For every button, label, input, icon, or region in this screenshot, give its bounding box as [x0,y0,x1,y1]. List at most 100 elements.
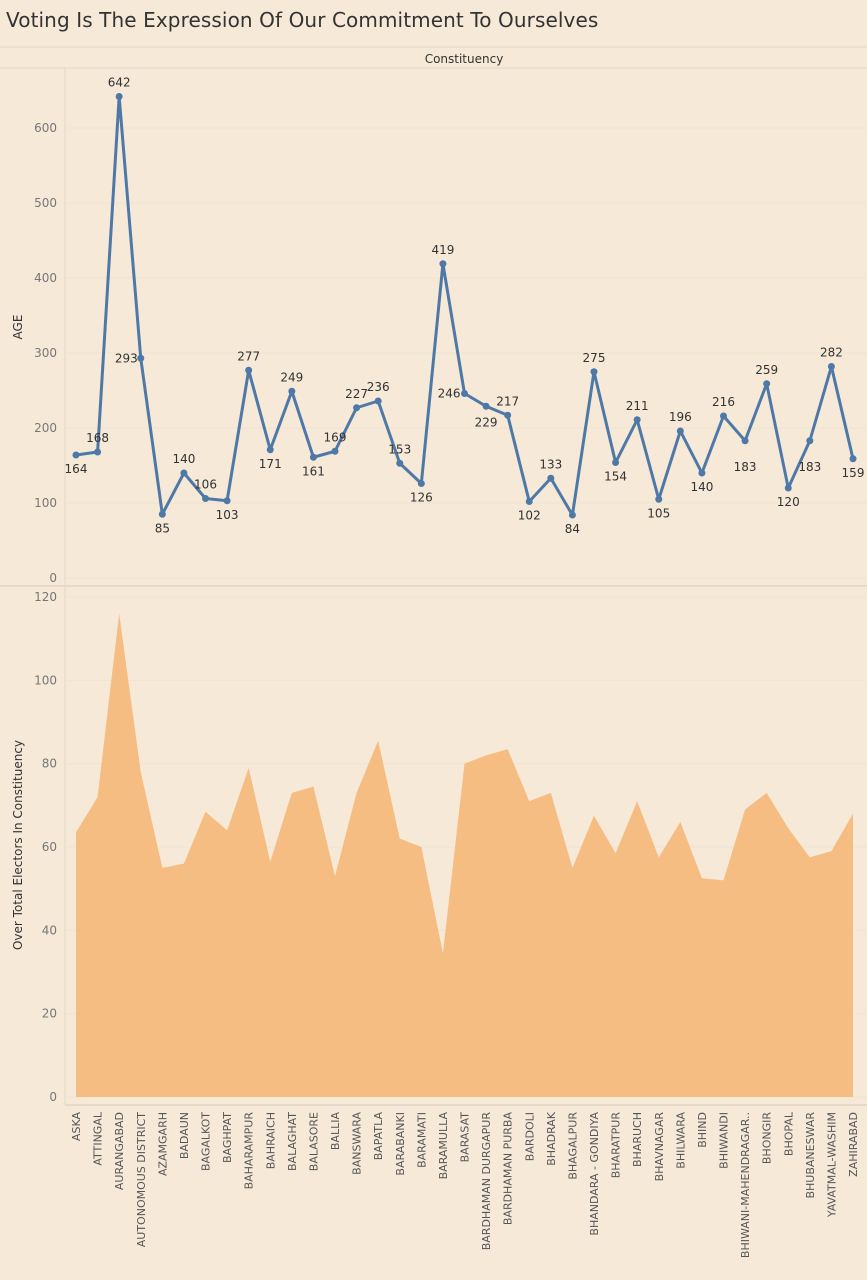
data-label-age: 140 [172,452,195,466]
line-point[interactable] [158,510,166,518]
data-label-age: 161 [302,464,325,478]
line-point[interactable] [417,480,425,487]
x-tick-label-constituency: BALAGHAT [286,1112,299,1171]
x-tick-label-constituency: BHAGALPUR [566,1112,579,1180]
line-point[interactable] [94,448,102,456]
line-point[interactable] [547,474,555,482]
area-series [76,613,853,1097]
chart-title: Voting Is The Expression Of Our Commitme… [6,8,599,32]
data-label-age: 171 [259,457,282,471]
x-tick-label-constituency: ASKA [70,1112,83,1142]
line-point[interactable] [288,387,296,395]
line-point[interactable] [741,437,749,445]
line-point[interactable] [655,495,663,503]
data-labels: 164 168 642 293 85 140 106 103 277 171 249 161 169 22… [65,76,865,537]
data-label-age: 183 [798,460,821,474]
x-tick-label-constituency: AUTONOMOUS DISTRICT [135,1112,148,1248]
y-tick-label-electors: 60 [42,840,57,854]
data-label-age: 216 [712,395,735,409]
x-tick-label-constituency: BHIND [696,1112,709,1148]
data-label-age: 227 [345,387,368,401]
line-point[interactable] [180,469,188,477]
data-label-age: 133 [539,457,562,471]
x-tick-label-constituency: BALASORE [307,1112,320,1171]
line-point[interactable] [504,411,512,419]
x-tick-label-constituency: BHADRAK [545,1111,558,1166]
x-tick-label-constituency: AZAMGARH [156,1112,169,1176]
data-label-age: 164 [65,462,88,476]
data-label-age: 236 [367,380,390,394]
line-point[interactable] [202,495,209,502]
x-tick-label-constituency: BADAUN [178,1112,191,1159]
x-tick-label-constituency: BARAMULLA [437,1112,450,1180]
y-axis-title-age: AGE [11,315,25,340]
line-point[interactable] [396,459,404,467]
data-label-age: 159 [842,466,865,480]
line-point[interactable] [525,498,533,505]
x-tick-label-constituency: BAHARAMPUR [243,1112,256,1190]
data-label-age: 196 [669,410,692,424]
data-label-age: 217 [496,394,519,408]
line-point[interactable] [827,363,835,370]
line-point[interactable] [806,437,814,445]
x-tick-label-constituency: BHARUCH [631,1112,644,1167]
category-labels: ASKA ATTINGAL AURANGABAD AUTONOMOUS DISTRIC… [70,1111,860,1258]
x-tick-label-constituency: BHIWANI-MAHENDRAGAR.. [739,1112,752,1258]
x-tick-label-constituency: BHONGIR [761,1112,774,1164]
x-tick-label-constituency: BARABANKI [394,1112,407,1176]
line-series [72,93,857,519]
data-label-age: 293 [115,351,138,365]
line-point[interactable] [115,93,123,100]
area-electors [76,613,853,1097]
data-label-age: 103 [216,508,239,522]
data-label-age: 229 [475,415,498,429]
line-point[interactable] [568,511,576,519]
line-point[interactable] [590,368,598,376]
line-point[interactable] [720,412,727,420]
y-tick-label-electors: 120 [34,590,57,604]
line-point[interactable] [331,447,339,455]
x-tick-label-constituency: BHAVNAGAR [653,1112,666,1182]
y-tick-label-electors: 40 [42,923,57,937]
x-tick-label-constituency: BALLIA [329,1112,342,1151]
data-label-age: 140 [690,480,713,494]
line-point[interactable] [223,497,231,505]
line-point[interactable] [763,380,771,388]
y-tick-label-age: 300 [34,346,57,360]
tick-labels: 0 100 200 300 400 500 600 0 20 40 60 80 100 120 [34,121,57,1104]
y-tick-label-age: 0 [49,571,57,585]
line-point[interactable] [353,404,361,412]
x-tick-label-constituency: BHANDARA - GONDIYA [588,1112,601,1236]
column-header-constituency: Constituency [425,52,504,66]
y-tick-label-age: 500 [34,196,57,210]
data-label-age: 126 [410,491,433,505]
y-tick-label-age: 400 [34,271,57,285]
line-point[interactable] [72,451,80,459]
line-point[interactable] [245,366,253,374]
line-point[interactable] [698,469,706,477]
line-point[interactable] [137,354,145,362]
line-point[interactable] [784,484,792,492]
x-tick-label-constituency: AURANGABAD [113,1112,126,1190]
line-point[interactable] [461,390,468,397]
data-label-age: 105 [647,506,670,520]
line-point[interactable] [849,455,857,463]
data-label-age: 282 [820,346,843,360]
y-tick-label-electors: 20 [42,1007,57,1021]
line-point[interactable] [266,446,274,454]
line-point[interactable] [374,397,382,405]
x-tick-label-constituency: BHOPAL [782,1111,795,1156]
data-label-age: 85 [155,521,170,535]
line-point[interactable] [439,260,447,268]
line-point[interactable] [676,427,684,435]
line-point[interactable] [612,459,620,466]
data-label-age: 277 [237,349,260,363]
x-tick-label-constituency: BARDHAMAN PURBA [502,1112,515,1226]
line-point[interactable] [633,416,641,424]
data-label-age: 102 [518,509,541,523]
line-point[interactable] [309,453,317,461]
line-point[interactable] [482,402,490,410]
y-tick-label-electors: 80 [42,757,57,771]
data-label-age: 642 [108,76,131,90]
